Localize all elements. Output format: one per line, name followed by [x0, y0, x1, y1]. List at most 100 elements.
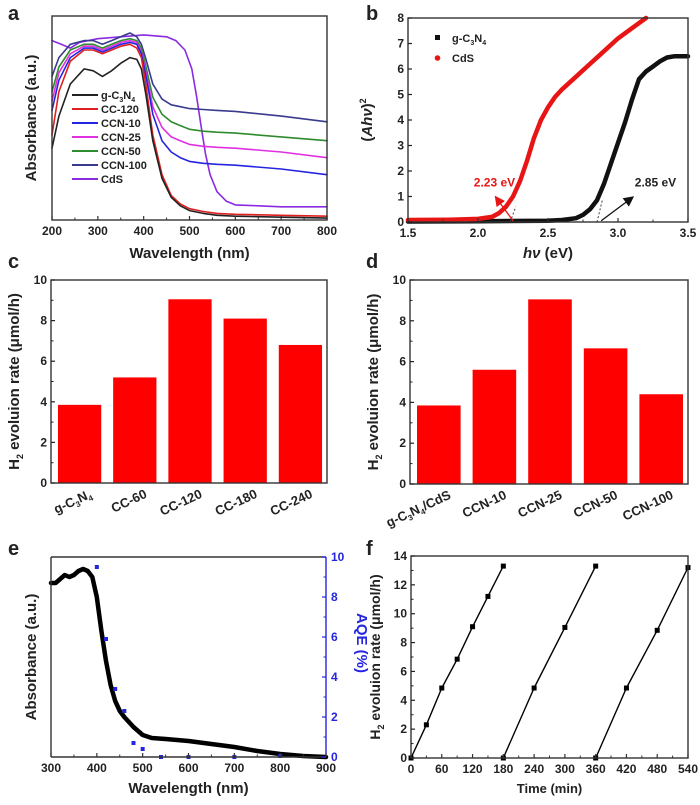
- series-line-cycle-3: [595, 566, 689, 759]
- aqe-point: [131, 741, 136, 745]
- y-tick-label: 8: [397, 11, 404, 25]
- y-tick-label: 2: [399, 436, 406, 450]
- x-tick-label: 540: [678, 762, 698, 776]
- x-tick-label: 700: [224, 761, 244, 775]
- series-line-ccn-10: [51, 41, 328, 176]
- y-axis-label: H2 evoluion rate (μmol/h): [6, 293, 25, 470]
- series-line-ccn-100: [51, 32, 328, 123]
- bar: [639, 394, 683, 484]
- data-point: [531, 685, 537, 691]
- category-label: g-C3N4/CdS: [384, 487, 455, 532]
- x-tick-label: 500: [133, 761, 153, 775]
- x-tick-label: 200: [42, 224, 62, 238]
- panel-a-absorbance-chart: 200 300 400 500 600 700 800 Wavelength (nm) Abso…: [23, 15, 337, 262]
- bar: [57, 404, 102, 483]
- category-label: CC-240: [268, 486, 315, 519]
- y-tick-label: 6: [331, 630, 338, 644]
- x-tick-label: 3.0: [610, 226, 627, 240]
- x-tick-label: 800: [317, 224, 337, 238]
- x-tick-label: 600: [225, 224, 245, 238]
- tangent-line-cds: [509, 206, 517, 223]
- panel-label-b: b: [366, 3, 378, 25]
- x-tick-label: 800: [270, 761, 290, 775]
- legend-label: g-C3N4: [101, 90, 135, 104]
- category-label: CC-180: [213, 486, 260, 519]
- legend-label-gc3n4: g-C3N4: [452, 33, 486, 47]
- data-point: [654, 627, 660, 633]
- legend-marker-gc3n4: [435, 35, 440, 40]
- panel-c-bar-chart: 0 2 4 6 8 10 g-C3N4 CC-60 CC-120 CC-180 CC-240 H2 e…: [6, 273, 328, 519]
- x-axis-label: Wavelength (nm): [129, 245, 249, 262]
- data-point: [562, 624, 568, 630]
- x-tick-label: 300: [41, 761, 61, 775]
- category-label: CCN-25: [515, 487, 564, 520]
- y-tick-label: 0: [399, 477, 406, 491]
- data-point: [470, 624, 476, 630]
- panel-d-bar-chart: 0 2 4 6 8 10 g-C3N4/CdS CCN-10 CCN-25 CCN-50 CCN-1…: [365, 273, 689, 532]
- annotation-cds-bandgap: 2.23 eV: [474, 175, 515, 189]
- panel-label-c: c: [8, 251, 19, 273]
- data-point: [593, 563, 599, 569]
- plot-frame: [407, 17, 689, 223]
- x-tick-label: 600: [178, 761, 198, 775]
- y-axis-label: Absorbance (a.u.): [23, 594, 40, 721]
- y-tick-label: 14: [394, 549, 408, 563]
- data-point: [500, 563, 506, 569]
- arrow-gc3n4: [600, 196, 635, 222]
- x-tick-label: 0: [408, 762, 415, 776]
- y-tick-label: 1: [397, 190, 404, 204]
- x-tick-label: 3.5: [680, 226, 697, 240]
- panel-label-a: a: [8, 3, 20, 25]
- panel-label-e: e: [8, 538, 19, 560]
- panel-label-d: d: [366, 251, 378, 273]
- y-tick-label: 2: [400, 722, 407, 736]
- category-label: CCN-10: [460, 487, 509, 520]
- y-tick-label: 3: [397, 139, 404, 153]
- y-tick-label: 4: [399, 395, 406, 409]
- legend-label: CdS: [101, 174, 123, 186]
- x-tick-label: 1.5: [400, 226, 417, 240]
- y-tick-label: 4: [400, 693, 407, 707]
- y-axis-label: Absorbance (a.u.): [23, 55, 40, 182]
- data-point: [454, 656, 460, 662]
- series-line-cds: [405, 15, 649, 223]
- y-tick-label: 12: [394, 578, 408, 592]
- category-label: CC-120: [157, 486, 204, 519]
- series-line-ccn-50: [51, 37, 328, 142]
- y-tick-label: 4: [40, 395, 47, 409]
- x-axis-label: Wavelength (nm): [128, 780, 248, 797]
- y-tick-label: 10: [394, 607, 408, 621]
- x-tick-label: 700: [271, 224, 291, 238]
- y-tick-label: 4: [331, 670, 338, 684]
- y-tick-label: 0: [400, 751, 407, 765]
- aqe-point: [104, 637, 108, 641]
- x-tick-label: 900: [316, 761, 336, 775]
- x-tick-label: 420: [616, 762, 636, 776]
- y-tick-label: 6: [40, 354, 47, 368]
- panel-f-cycling-chart: 0 60 120 180 240 300 360 420 480 540 0 2 4 6 8 10 12 14 Ti…: [367, 549, 698, 796]
- category-label: CCN-50: [571, 487, 620, 520]
- aqe-point: [113, 687, 118, 691]
- y-tick-label: 6: [397, 62, 404, 76]
- y-tick-label: 2: [397, 164, 404, 178]
- x-tick-label: 360: [586, 762, 606, 776]
- bar: [278, 344, 323, 483]
- x-tick-label: 180: [493, 762, 513, 776]
- x-tick-label: 480: [647, 762, 667, 776]
- category-label: g-C3N4: [51, 486, 95, 519]
- y-tick-label: 0: [397, 215, 404, 229]
- panel-label-f: f: [366, 538, 373, 560]
- x-tick-label: 120: [463, 762, 483, 776]
- y-axis-label: H2 evoluion rate (μmol/h): [365, 294, 384, 471]
- x-tick-label: 400: [134, 224, 154, 238]
- annotation-gc3n4-bandgap: 2.85 eV: [635, 175, 676, 189]
- bar: [583, 348, 628, 484]
- series-line-cc-120: [51, 43, 328, 217]
- x-tick-label: 2.5: [540, 226, 557, 240]
- aqe-point: [140, 747, 145, 751]
- bar: [168, 299, 212, 483]
- data-point: [623, 685, 629, 691]
- legend-label: CCN-50: [101, 146, 141, 158]
- series-line-ccn-25: [51, 39, 328, 159]
